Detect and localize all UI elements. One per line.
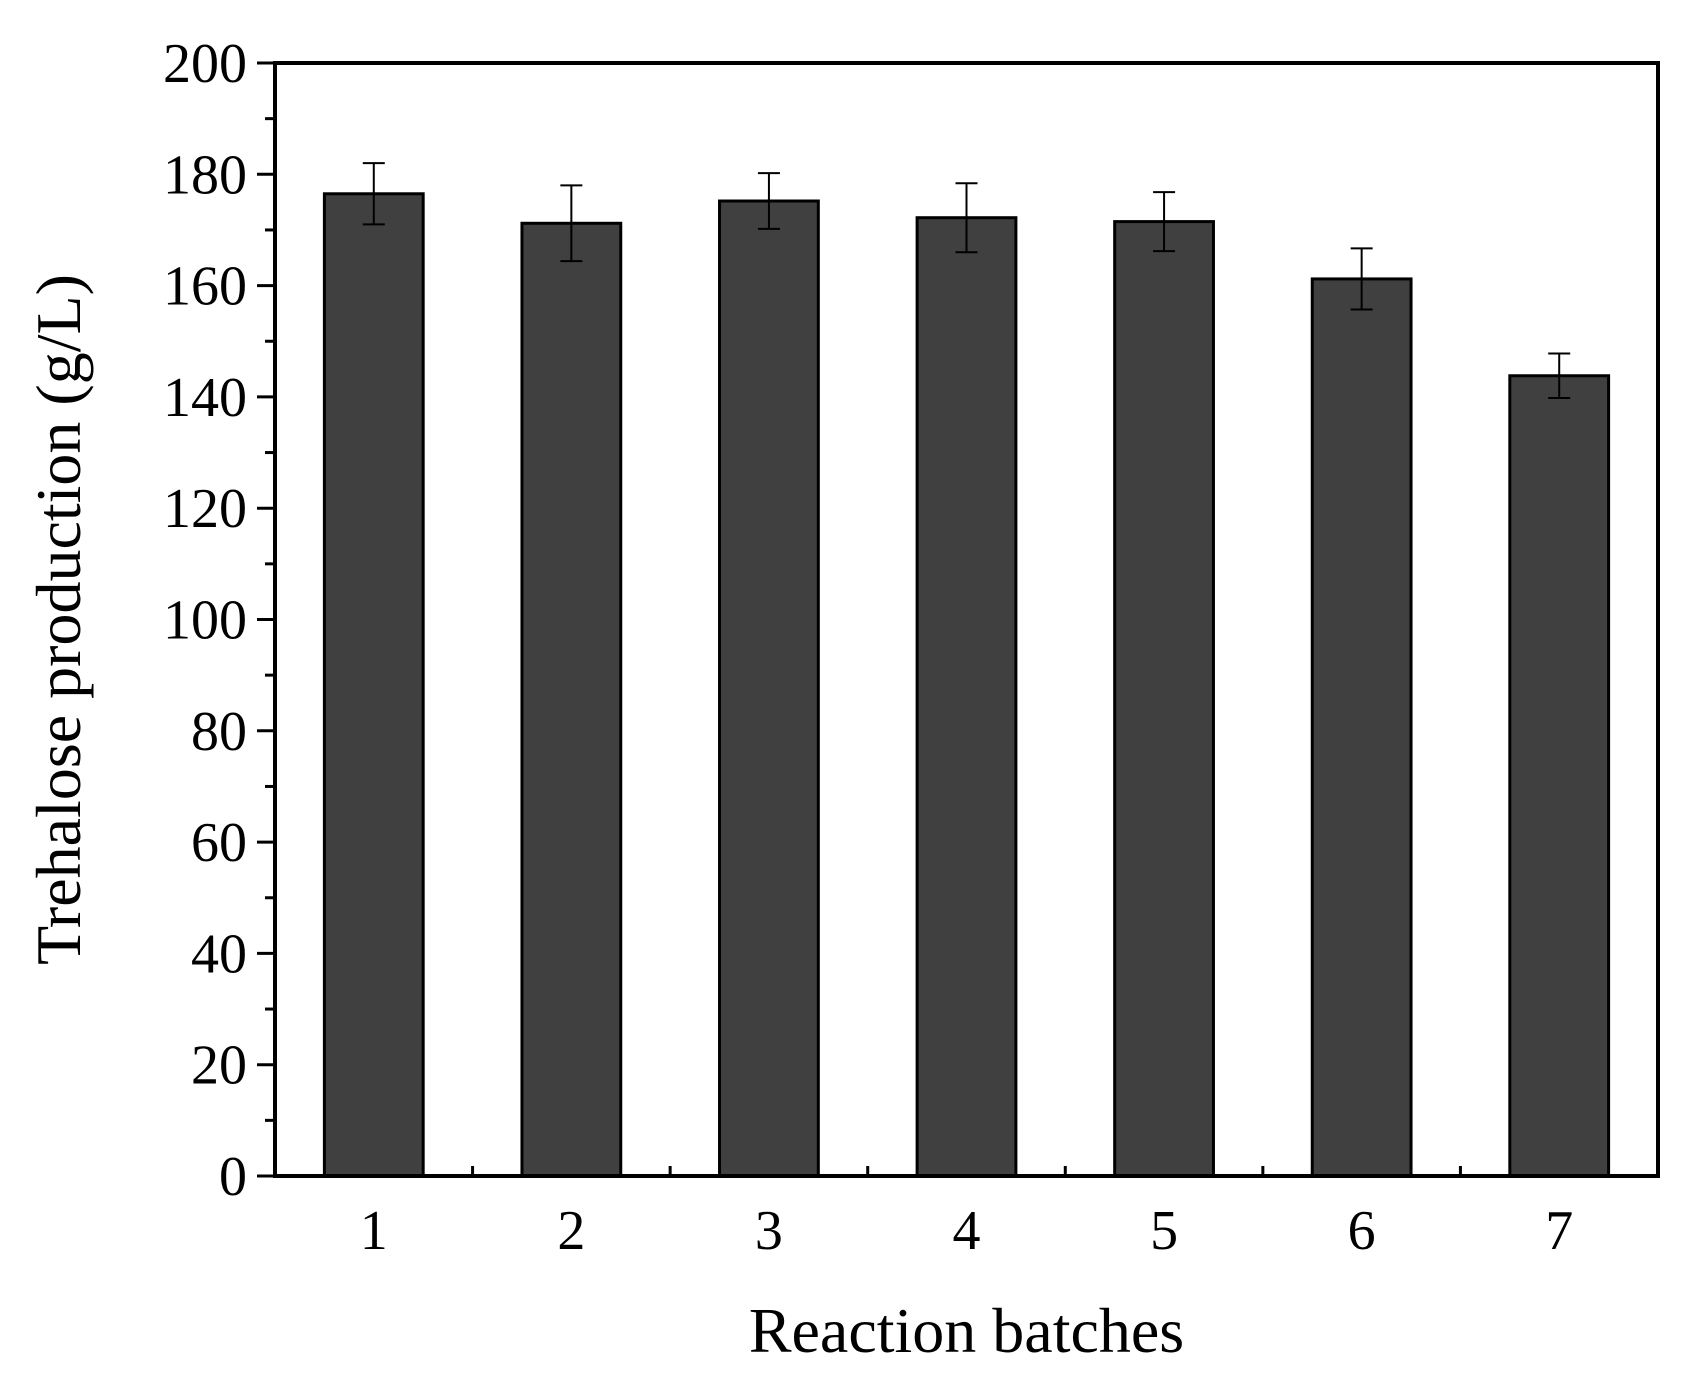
error-bars <box>362 162 1571 400</box>
y-axis-ticks <box>257 61 275 1178</box>
x-axis-tick-labels: 1 2 3 4 5 6 7 <box>360 1200 1573 1262</box>
y-tick-label: 160 <box>163 256 247 318</box>
y-tick-label: 20 <box>191 1035 247 1097</box>
x-tick-label: 2 <box>557 1200 585 1262</box>
error-bar-5 <box>1153 191 1176 253</box>
y-tick-label: 180 <box>163 144 247 206</box>
bars <box>322 192 1611 1178</box>
x-tick-label: 4 <box>953 1200 981 1262</box>
y-axis-title: Trehalose production (g/L) <box>23 274 94 965</box>
bar-4 <box>915 216 1018 1178</box>
y-axis-tick-labels: 0 20 40 60 80 100 120 140 160 180 200 <box>163 33 247 1208</box>
y-tick-label: 140 <box>163 367 247 429</box>
bar-2 <box>520 221 623 1178</box>
x-tick-label: 5 <box>1150 1200 1178 1262</box>
y-tick-label: 40 <box>191 923 247 985</box>
x-tick-label: 3 <box>755 1200 783 1262</box>
error-bar-2 <box>560 184 583 263</box>
y-tick-label: 60 <box>191 812 247 874</box>
error-bar-1 <box>362 162 385 226</box>
bar-1 <box>322 192 425 1178</box>
error-bar-3 <box>757 172 780 230</box>
bar-7 <box>1508 374 1611 1178</box>
y-tick-label: 100 <box>163 590 247 652</box>
bar-3 <box>718 199 820 1178</box>
plot-frame <box>273 61 1660 1178</box>
error-bar-6 <box>1350 247 1373 311</box>
x-tick-label: 6 <box>1348 1200 1376 1262</box>
x-axis-title: Reaction batches <box>749 1295 1184 1366</box>
y-tick-label: 200 <box>163 33 247 95</box>
y-tick-label: 0 <box>219 1146 247 1208</box>
bar-5 <box>1113 220 1215 1178</box>
y-tick-label: 80 <box>191 701 247 763</box>
x-tick-label: 1 <box>360 1200 388 1262</box>
bar-6 <box>1310 277 1413 1178</box>
y-tick-label: 120 <box>163 478 247 540</box>
error-bar-7 <box>1548 352 1571 400</box>
error-bar-4 <box>955 182 978 254</box>
x-tick-label: 7 <box>1545 1200 1573 1262</box>
